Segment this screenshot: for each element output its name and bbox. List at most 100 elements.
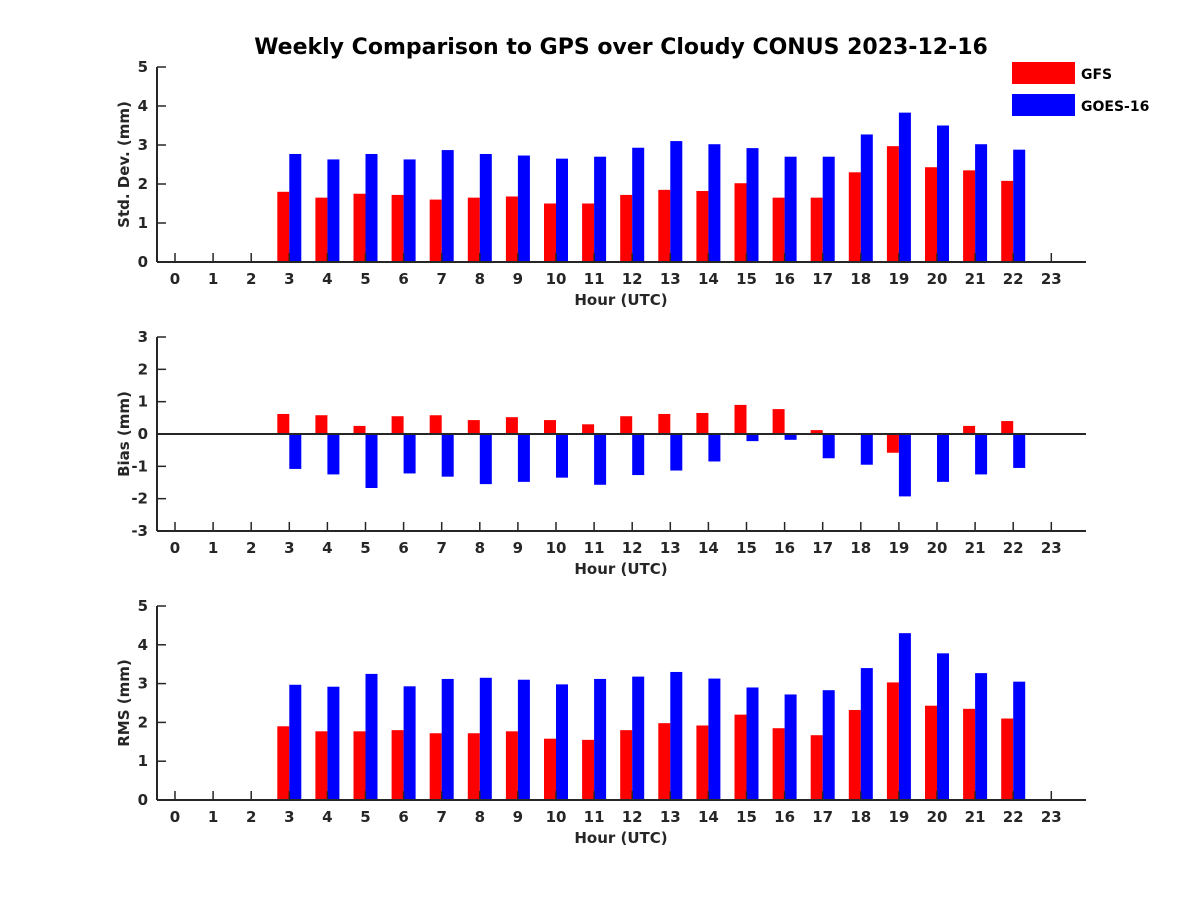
bar-goes16 — [556, 158, 568, 262]
x-tick-label: 3 — [284, 539, 294, 557]
bar-goes16 — [822, 156, 835, 262]
y-tick-label: 1 — [138, 752, 148, 770]
y-tick-label: 4 — [138, 97, 148, 115]
bar-goes16 — [1013, 681, 1026, 800]
y-tick-label: 3 — [138, 328, 148, 346]
bar-gfs — [620, 416, 633, 434]
x-tick-label: 8 — [475, 539, 485, 557]
bar-gfs — [734, 183, 747, 262]
bar-gfs — [810, 430, 823, 434]
x-tick-label: 19 — [888, 270, 909, 288]
y-axis-label: RMS (mm) — [115, 659, 133, 746]
bar-goes16 — [670, 671, 683, 800]
x-tick-label: 21 — [965, 270, 986, 288]
bar-gfs — [848, 709, 861, 800]
bar-gfs — [353, 425, 366, 434]
bar-gfs — [582, 203, 595, 262]
bar-gfs — [582, 739, 595, 800]
bar-gfs — [886, 682, 899, 800]
x-axis-label: Hour (UTC) — [574, 291, 667, 309]
bar-goes16 — [479, 434, 492, 485]
bar-goes16 — [479, 153, 492, 262]
bar-goes16 — [517, 155, 530, 262]
bar-gfs — [467, 420, 480, 434]
bar-gfs — [391, 730, 404, 800]
bar-gfs — [391, 194, 404, 262]
x-tick-label: 6 — [398, 270, 408, 288]
bar-gfs — [544, 738, 556, 800]
x-tick-label: 12 — [622, 808, 643, 826]
bar-gfs — [696, 191, 709, 262]
x-tick-label: 15 — [736, 808, 757, 826]
bar-goes16 — [822, 690, 835, 800]
bar-goes16 — [784, 434, 797, 440]
bar-goes16 — [327, 686, 340, 800]
x-tick-label: 7 — [436, 270, 446, 288]
bar-goes16 — [708, 434, 721, 462]
bar-goes16 — [594, 156, 607, 262]
x-tick-label: 13 — [660, 270, 681, 288]
bar-gfs — [772, 197, 785, 262]
bar-goes16 — [403, 434, 416, 474]
x-tick-label: 3 — [284, 808, 294, 826]
bar-goes16 — [517, 679, 530, 800]
bar-goes16 — [670, 434, 683, 471]
bar-goes16 — [327, 434, 340, 475]
y-tick-label: 2 — [138, 360, 148, 378]
y-tick-label: 1 — [138, 393, 148, 411]
bar-gfs — [772, 728, 785, 800]
x-tick-label: 7 — [436, 539, 446, 557]
bar-gfs — [925, 705, 937, 800]
x-tick-label: 11 — [584, 539, 605, 557]
bar-goes16 — [746, 148, 759, 262]
x-tick-label: 18 — [850, 539, 871, 557]
x-tick-label: 10 — [546, 808, 567, 826]
x-axis-label: Hour (UTC) — [574, 560, 667, 578]
bar-gfs — [353, 193, 366, 262]
x-tick-label: 8 — [475, 270, 485, 288]
x-tick-label: 21 — [965, 539, 986, 557]
x-tick-label: 14 — [698, 539, 719, 557]
bar-goes16 — [822, 434, 835, 459]
x-tick-label: 13 — [660, 808, 681, 826]
bar-goes16 — [898, 112, 911, 262]
bar-goes16 — [403, 159, 416, 262]
bar-gfs — [925, 167, 937, 262]
y-tick-label: 2 — [138, 713, 148, 731]
bar-gfs — [544, 420, 556, 434]
bar-gfs — [772, 409, 785, 434]
x-tick-label: 2 — [246, 270, 256, 288]
x-tick-label: 22 — [1003, 539, 1024, 557]
x-tick-label: 4 — [322, 270, 332, 288]
x-tick-label: 4 — [322, 808, 332, 826]
x-tick-label: 18 — [850, 270, 871, 288]
bar-goes16 — [937, 434, 949, 482]
bar-gfs — [315, 197, 328, 262]
x-tick-label: 0 — [170, 808, 180, 826]
y-tick-label: 1 — [138, 214, 148, 232]
x-tick-label: 20 — [927, 539, 948, 557]
bar-goes16 — [441, 678, 454, 800]
x-tick-label: 0 — [170, 539, 180, 557]
x-tick-label: 16 — [774, 539, 795, 557]
bar-goes16 — [441, 150, 454, 262]
x-tick-label: 1 — [208, 539, 218, 557]
y-axis-label: Std. Dev. (mm) — [115, 101, 133, 228]
bar-gfs — [315, 415, 328, 434]
bar-gfs — [963, 425, 976, 434]
x-tick-label: 2 — [246, 539, 256, 557]
bar-gfs — [810, 735, 823, 800]
legend-swatch-gfs — [1012, 62, 1075, 84]
x-tick-label: 21 — [965, 808, 986, 826]
bar-gfs — [582, 424, 595, 434]
bar-gfs — [544, 203, 556, 262]
x-tick-label: 1 — [208, 270, 218, 288]
x-tick-label: 18 — [850, 808, 871, 826]
bar-gfs — [353, 731, 366, 800]
bar-goes16 — [784, 694, 797, 800]
x-tick-label: 5 — [360, 539, 370, 557]
bar-gfs — [1001, 421, 1014, 434]
bar-gfs — [620, 194, 633, 262]
bar-gfs — [277, 191, 290, 262]
bar-goes16 — [556, 684, 568, 800]
